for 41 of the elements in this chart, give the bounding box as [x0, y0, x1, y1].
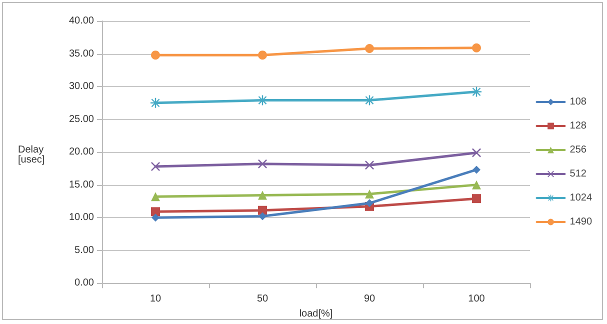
- point: [151, 50, 160, 60]
- point: [365, 189, 374, 198]
- point: [258, 190, 267, 200]
- point: [364, 95, 374, 106]
- point: [365, 44, 374, 54]
- y-tick-label: 25.00: [68, 114, 94, 125]
- y-tick-label: 5.00: [74, 244, 94, 256]
- point: [472, 194, 481, 204]
- legend-label: 512: [570, 168, 587, 180]
- x-tick-label: 50: [256, 294, 268, 305]
- point: [472, 166, 480, 174]
- y-tick-label: 40.00: [68, 16, 94, 26]
- point: [472, 148, 481, 158]
- y-tick-label: 15.00: [68, 179, 94, 190]
- point: [151, 207, 160, 216]
- point: [366, 199, 374, 208]
- point: [258, 159, 267, 168]
- legend-label: 1490: [570, 216, 592, 228]
- y-tick-label: 35.00: [68, 48, 94, 60]
- x-axis-title: load[%]: [299, 308, 333, 320]
- y-tick-label: 20.00: [68, 146, 94, 158]
- x-tick-label: 100: [468, 294, 486, 305]
- point: [258, 212, 266, 220]
- y-tick-label: 30.00: [68, 81, 94, 92]
- legend-label: 108: [570, 96, 587, 108]
- y-tick-label: 10.00: [68, 212, 94, 224]
- x-tick-label: 90: [364, 294, 376, 305]
- legend-label: 1024: [570, 192, 592, 204]
- point: [472, 43, 481, 52]
- x-tick-label: 10: [150, 294, 162, 305]
- point: [472, 86, 482, 97]
- point: [152, 214, 160, 222]
- legend-label: 256: [570, 144, 587, 156]
- point: [365, 160, 374, 170]
- legend-label: 128: [570, 120, 587, 132]
- point: [151, 192, 160, 202]
- point: [258, 50, 267, 60]
- y-tick-label: 0.00: [74, 278, 94, 289]
- point: [472, 180, 481, 190]
- y-axis-title: Delay [usec]: [18, 144, 45, 166]
- point: [258, 95, 268, 106]
